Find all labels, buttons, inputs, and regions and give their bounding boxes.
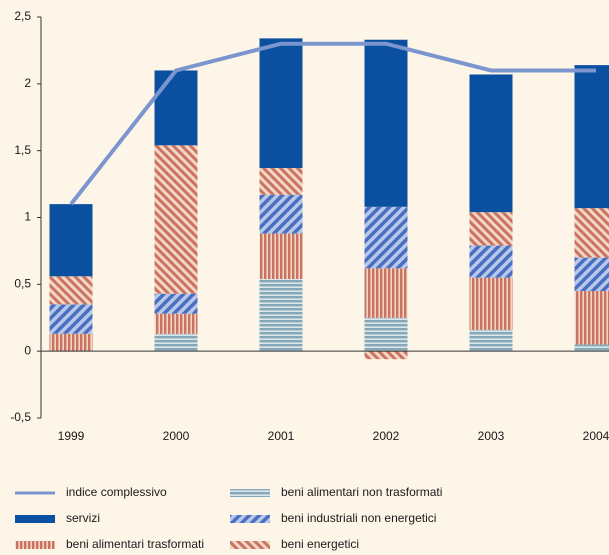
bar-segment <box>469 212 513 246</box>
bar-segment <box>154 70 198 146</box>
y-tick-label: 2,5 <box>14 9 31 23</box>
legend-label: beni energetici <box>281 537 359 551</box>
legend-label: indice complessivo <box>66 485 167 499</box>
legend-swatch <box>230 541 270 549</box>
line-series <box>69 41 596 206</box>
bar-segment <box>259 168 303 195</box>
bar-segment <box>574 257 609 292</box>
bar-segment <box>574 65 609 209</box>
bar-segment <box>469 245 513 278</box>
legend-label: beni alimentari non trasformati <box>281 485 442 499</box>
bar-segment <box>154 145 198 294</box>
bar-segment <box>364 39 408 207</box>
bar-segment <box>364 317 408 352</box>
y-tick-label: 1,5 <box>14 143 31 157</box>
legend-label: servizi <box>66 511 100 525</box>
legend-swatch <box>15 515 55 523</box>
y-tick-label: -0,5 <box>10 410 31 424</box>
bar-segment <box>574 291 609 345</box>
bar-segment <box>49 204 93 277</box>
bar-segment <box>259 233 303 279</box>
bar-segment <box>469 277 513 330</box>
y-tick-label: 2 <box>24 76 31 90</box>
bar-segment <box>469 74 513 213</box>
x-tick-label: 2002 <box>373 429 400 443</box>
bar-segment <box>259 194 303 234</box>
x-tick-label: 2003 <box>478 429 505 443</box>
bar-segment <box>574 344 609 352</box>
bar-segment <box>154 293 198 314</box>
legend-label: beni alimentari trasformati <box>66 537 204 551</box>
bar-segment <box>364 351 408 360</box>
bar-segment <box>259 38 303 169</box>
legend-swatch <box>15 541 55 549</box>
bar-segment <box>154 333 198 352</box>
x-tick-label: 1999 <box>58 429 85 443</box>
bar-segment <box>364 206 408 269</box>
bar-segment <box>49 276 93 305</box>
x-tick-label: 2000 <box>163 429 190 443</box>
bar-segment <box>49 333 93 352</box>
legend-swatch <box>230 515 270 523</box>
y-tick-label: 1 <box>24 210 31 224</box>
legend-label: beni industriali non energetici <box>281 511 436 525</box>
legend-swatch <box>230 489 270 497</box>
bar-segment <box>364 268 408 318</box>
x-tick-label: 2001 <box>268 429 295 443</box>
bar-segment <box>574 208 609 258</box>
y-tick-label: 0,5 <box>14 277 31 291</box>
bar-segment <box>49 304 93 334</box>
bar-segment <box>469 329 513 352</box>
x-tick-label: 2004 <box>583 429 609 443</box>
bar-segment <box>259 278 303 352</box>
y-tick-label: 0 <box>24 343 31 357</box>
bar-segment <box>154 313 198 334</box>
